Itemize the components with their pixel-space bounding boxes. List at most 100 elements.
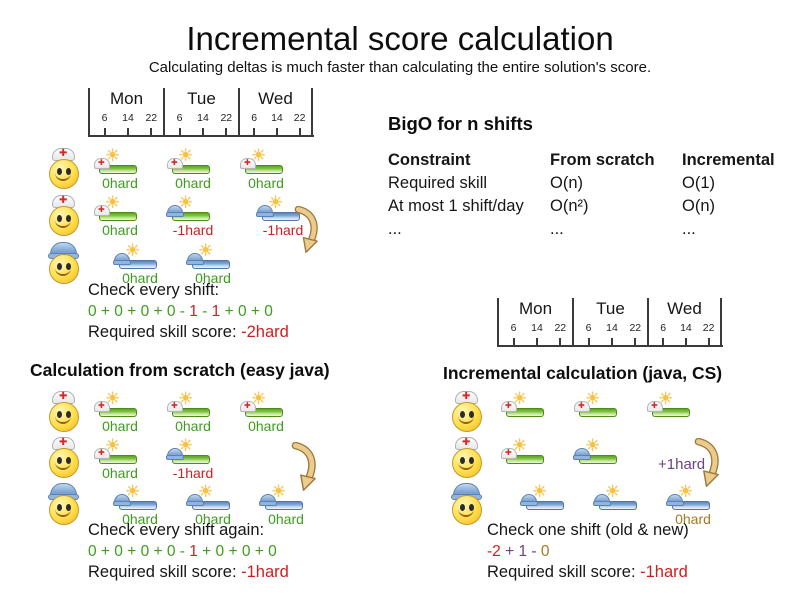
- score-value: -2hard: [241, 323, 289, 341]
- shift-assignment: ☀0hard: [94, 436, 153, 484]
- shift-assignment: ☀: [573, 436, 633, 484]
- bigo-cell: O(n): [550, 174, 583, 192]
- sun-icon: ☀: [178, 436, 194, 455]
- move-arrow-icon: [294, 206, 318, 253]
- tick-mark: [707, 338, 710, 345]
- tick-mark: [610, 338, 613, 345]
- shift-score-label: 0hard: [175, 418, 211, 434]
- timeline-day-tue: Tue 6 14 22: [163, 88, 238, 135]
- day-label: Wed: [258, 89, 293, 108]
- shift-score-label: 0hard: [102, 175, 138, 191]
- shift-score-label: -1hard: [262, 222, 304, 238]
- sun-icon: ☀: [678, 482, 694, 501]
- hard-hat-icon: [113, 494, 131, 506]
- hard-hat-icon: [113, 253, 131, 265]
- shift-assignment: ☀0hard: [240, 389, 299, 437]
- employee-avatar-builder: [45, 242, 83, 284]
- section-heading-scratch: Calculation from scratch (easy java): [30, 360, 330, 380]
- timeline-day-mon: Mon 6 14 22: [497, 298, 572, 345]
- bigo-table: Constraint From scratch Incremental Requ…: [388, 149, 794, 241]
- bigo-cell: ...: [388, 220, 402, 238]
- shift-assignment: ☀ 0hard: [666, 482, 726, 530]
- nurse-cap-icon: [647, 401, 663, 412]
- shift-score-label: 0hard: [175, 175, 211, 191]
- tick-mark: [150, 128, 153, 135]
- hard-hat-icon: [259, 494, 277, 506]
- hard-hat-icon: [166, 205, 184, 217]
- nurse-cap-icon: [240, 158, 256, 169]
- employee-avatar-nurse: [448, 390, 486, 432]
- timeline-day-wed: Wed 6 14 22: [647, 298, 722, 345]
- nurse-cap-icon: [94, 158, 110, 169]
- bigo-col-constraint: Constraint: [388, 151, 471, 169]
- sun-icon: ☀: [125, 241, 141, 260]
- shift-score-label: 0hard: [102, 222, 138, 238]
- shift-score-label: 0hard: [675, 511, 711, 527]
- tick-mark: [178, 128, 181, 135]
- check-line: Check every shift again:: [88, 521, 265, 539]
- tick-mark: [587, 338, 590, 345]
- nurse-cap-icon: [501, 401, 517, 412]
- hard-hat-icon: [593, 494, 611, 506]
- shift-bar: [652, 408, 690, 417]
- hour-label: 6: [101, 112, 108, 124]
- shift-assignment: ☀: [501, 436, 560, 484]
- hard-hat-icon: [520, 494, 538, 506]
- hour-label: 6: [660, 322, 667, 334]
- shift-assignment: ☀ -1hard: [166, 193, 226, 241]
- smiley-face-icon: [49, 254, 79, 284]
- move-arrow-icon: [291, 442, 316, 491]
- nurse-cap-icon: [94, 448, 110, 459]
- shift-bar: [99, 455, 137, 464]
- employee-avatar-builder: [448, 483, 486, 525]
- move-arrow-icon: [694, 438, 719, 487]
- day-label: Tue: [596, 299, 625, 318]
- shift-assignment: ☀ -1hard: [256, 193, 316, 241]
- hour-label: 6: [510, 322, 517, 334]
- sun-icon: ☀: [198, 482, 214, 501]
- smiley-face-icon: [452, 448, 482, 478]
- shift-score-label: 0hard: [102, 418, 138, 434]
- tick-mark: [275, 128, 278, 135]
- math-line: 0 + 0 + 0 + 0 - 1 - 1 + 0 + 0: [88, 303, 273, 320]
- hard-hat-icon: [166, 448, 184, 460]
- nurse-cap-icon: [94, 205, 110, 216]
- score-line: Required skill score: -1hard: [88, 563, 289, 581]
- bigo-col-from-scratch: From scratch: [550, 151, 655, 169]
- shift-bar: [579, 408, 617, 417]
- timeline-day-mon: Mon 6 14 22: [88, 88, 163, 135]
- tick-mark: [126, 128, 129, 135]
- hour-label: 14: [606, 322, 618, 334]
- shift-assignment: ☀0hard: [259, 482, 319, 530]
- hour-label: 22: [145, 112, 158, 124]
- smiley-face-icon: [452, 402, 482, 432]
- bigo-cell: ...: [550, 220, 564, 238]
- nurse-cap-icon: [94, 401, 110, 412]
- score-value: -1hard: [640, 563, 688, 581]
- smiley-face-icon: [49, 495, 79, 525]
- sun-icon: ☀: [268, 193, 284, 212]
- timeline-day-wed: Wed 6 14 22: [238, 88, 313, 135]
- shift-bar: [99, 165, 137, 174]
- bigo-col-incremental: Incremental: [682, 151, 775, 169]
- bigo-cell: ...: [682, 220, 696, 238]
- shift-bar: [506, 408, 544, 417]
- shift-assignment: ☀: [574, 389, 633, 437]
- shift-assignment: ☀0hard: [94, 193, 153, 241]
- shift-bar: [245, 165, 283, 174]
- tick-mark: [535, 338, 538, 345]
- shift-score-label: 0hard: [195, 270, 231, 286]
- timeline-day-tue: Tue 6 14 22: [572, 298, 647, 345]
- shift-assignment: ☀: [593, 482, 653, 530]
- sun-icon: ☀: [605, 482, 621, 501]
- nurse-cap-icon: [501, 448, 517, 459]
- hard-hat-icon: [573, 448, 591, 460]
- hour-label: 14: [680, 322, 692, 334]
- sun-icon: ☀: [125, 482, 141, 501]
- nurse-cap-icon: [240, 401, 256, 412]
- employee-avatar-nurse: [45, 390, 83, 432]
- sun-icon: ☀: [585, 436, 601, 455]
- shift-bar: [506, 455, 544, 464]
- hard-hat-icon: [186, 494, 204, 506]
